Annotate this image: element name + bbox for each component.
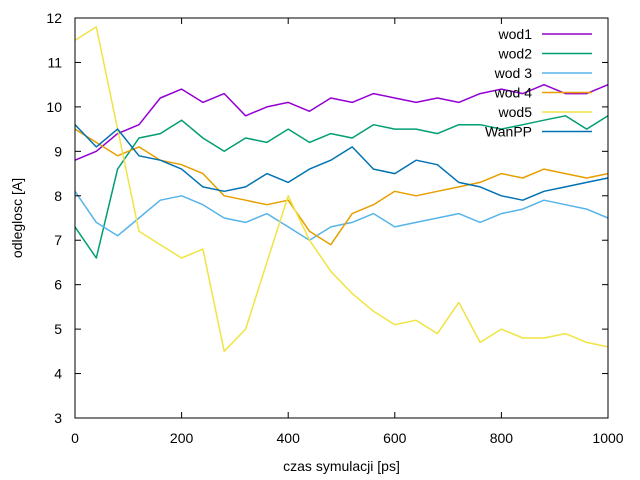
series-line-3	[74, 190, 609, 241]
y-tick-label: 8	[54, 188, 62, 204]
series-line-6	[74, 124, 609, 201]
series-line-5	[74, 26, 609, 353]
ticks-layer: 0 200 400 600 800 1000 3 4 5 6 7 8 9 10 11 12	[46, 10, 623, 446]
x-tick-label: 200	[170, 430, 194, 446]
x-tick-label: 600	[383, 430, 407, 446]
series-line-1	[74, 83, 609, 161]
y-axis-label: odleglosc [A]	[9, 178, 25, 258]
y-tick-label: 9	[54, 143, 62, 159]
legend-label: wod5	[498, 104, 533, 120]
y-tick-label: 7	[54, 232, 62, 248]
plot-frame	[74, 17, 609, 419]
y-tick-label: 4	[54, 366, 62, 382]
y-tick-label: 12	[46, 10, 62, 26]
legend: wod1 wod2 wod 3 wod 4 wod5 WanPP	[485, 26, 592, 140]
y-tick-label: 10	[46, 99, 62, 115]
x-tick-label: 400	[277, 430, 301, 446]
legend-label: wod2	[498, 46, 533, 62]
x-tick-label: 0	[71, 430, 79, 446]
legend-label: wod1	[498, 26, 533, 42]
series-line-4	[74, 128, 609, 246]
x-tick-label: 1000	[592, 430, 623, 446]
legend-label: wod 4	[494, 85, 533, 101]
series-line-2	[74, 115, 609, 259]
y-tick-label: 6	[54, 277, 62, 293]
y-tick-label: 3	[54, 410, 62, 426]
y-tick-label: 11	[47, 54, 62, 70]
legend-label: wod 3	[494, 65, 533, 81]
x-axis-label: czas symulacji [ps]	[283, 458, 400, 474]
y-tick-label: 5	[54, 321, 62, 337]
legend-label: WanPP	[485, 124, 532, 140]
x-tick-label: 800	[490, 430, 514, 446]
series-layer	[74, 26, 609, 353]
